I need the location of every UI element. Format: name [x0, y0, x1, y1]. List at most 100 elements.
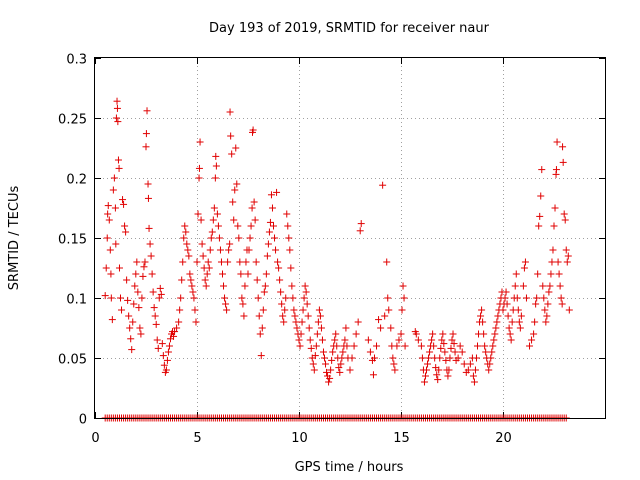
data-point: [538, 166, 546, 174]
data-point: [520, 264, 528, 272]
data-point: [417, 342, 425, 350]
data-point: [104, 202, 112, 210]
data-point: [228, 150, 236, 158]
data-point: [346, 366, 354, 374]
data-point: [264, 240, 272, 248]
data-point: [303, 300, 311, 308]
data-point: [250, 198, 258, 206]
data-point: [526, 342, 534, 350]
x-tick-label: 15: [393, 431, 410, 446]
data-point: [290, 306, 298, 314]
data-point: [316, 312, 324, 320]
data-point: [441, 348, 449, 356]
data-point: [212, 152, 220, 160]
data-point: [268, 204, 276, 212]
data-point: [315, 306, 323, 314]
x-tick-label: 5: [193, 431, 201, 446]
data-point: [159, 352, 167, 360]
data-point: [494, 312, 502, 320]
data-point: [203, 270, 211, 278]
data-point: [271, 234, 279, 242]
data-point: [505, 324, 513, 332]
data-point: [389, 354, 397, 362]
data-point: [198, 240, 206, 248]
data-point: [257, 352, 265, 360]
data-point: [145, 224, 153, 232]
data-point: [249, 126, 257, 134]
data-point: [223, 306, 231, 314]
data-point: [279, 312, 287, 320]
x-tick-label: 0: [91, 431, 99, 446]
data-point: [434, 376, 442, 384]
data-point: [226, 108, 234, 116]
data-point: [309, 360, 317, 368]
data-point: [192, 318, 200, 326]
data-point: [449, 330, 457, 338]
data-point: [188, 282, 196, 290]
data-point: [304, 312, 312, 320]
data-point: [481, 342, 489, 350]
data-point: [107, 270, 115, 278]
data-point: [499, 306, 507, 314]
data-point: [202, 282, 210, 290]
data-point: [155, 294, 163, 302]
data-point: [189, 288, 197, 296]
data-point: [546, 282, 554, 290]
data-point: [469, 372, 477, 380]
data-point: [556, 282, 564, 290]
data-point: [550, 222, 558, 230]
data-point: [149, 288, 157, 296]
data-point: [237, 270, 245, 278]
x-tick-label: 10: [291, 431, 308, 446]
data-point: [540, 294, 548, 302]
data-point: [288, 282, 296, 290]
data-point: [289, 294, 297, 302]
data-point: [114, 118, 122, 126]
data-point: [381, 312, 389, 320]
data-point: [238, 294, 246, 302]
y-tick-label: 0.2: [66, 173, 87, 188]
data-point: [246, 234, 254, 242]
data-point: [310, 366, 318, 374]
data-point: [470, 378, 478, 386]
data-point: [115, 264, 123, 272]
data-point: [265, 228, 273, 236]
data-point: [262, 270, 270, 278]
data-point: [210, 204, 218, 212]
data-point: [196, 138, 204, 146]
data-point: [120, 200, 128, 208]
data-point: [433, 371, 441, 379]
data-point: [514, 306, 522, 314]
data-point: [430, 342, 438, 350]
data-point: [292, 318, 300, 326]
data-point: [144, 180, 152, 188]
data-point: [105, 216, 113, 224]
data-point: [277, 288, 285, 296]
data-point: [343, 342, 351, 350]
data-point: [287, 264, 295, 272]
data-point: [454, 354, 462, 362]
data-point: [132, 270, 140, 278]
data-point: [491, 330, 499, 338]
data-point: [548, 258, 556, 266]
data-point: [549, 246, 557, 254]
data-point: [239, 300, 247, 308]
data-point: [106, 246, 114, 254]
data-point: [558, 300, 566, 308]
grid: [95, 58, 605, 418]
data-point: [423, 366, 430, 374]
data-point: [125, 312, 133, 320]
data-point: [234, 222, 242, 230]
data-point: [512, 270, 520, 278]
data-point: [327, 366, 335, 374]
data-point: [356, 227, 364, 235]
data-point: [477, 312, 485, 320]
data-point: [229, 198, 237, 206]
data-point: [425, 354, 433, 362]
data-point: [517, 312, 525, 320]
data-point: [138, 294, 146, 302]
data-point: [263, 252, 271, 260]
data-point: [182, 228, 190, 236]
data-point: [184, 246, 192, 254]
data-point: [387, 324, 395, 332]
